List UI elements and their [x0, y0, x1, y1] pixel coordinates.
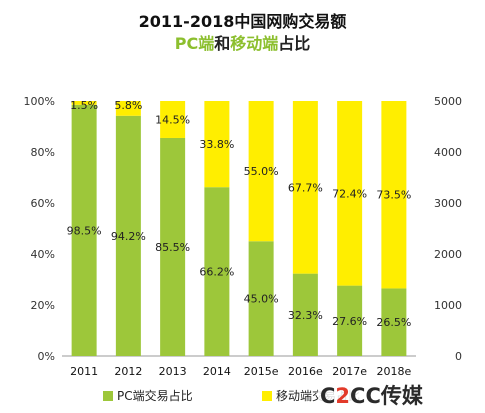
x-tick-label: 2013 [159, 365, 187, 378]
y-right-tick-label: 5000 [434, 95, 462, 108]
data-label-pc: 98.5% [67, 224, 102, 237]
bar-mobile-2016e [292, 101, 318, 274]
data-label-pc: 32.3% [288, 309, 323, 322]
legend-swatch-mobile [262, 391, 272, 401]
x-tick-label: 2015e [244, 365, 279, 378]
watermark-part-1: 2 [335, 384, 350, 408]
data-label-mobile: 73.5% [376, 189, 411, 202]
subtitle-part-share: 占比 [278, 34, 311, 53]
data-label-pc: 94.2% [111, 230, 146, 243]
data-labels: 98.5% 1.5% 94.2% 5.8% 85.5% 14.5% 66.2% 33.8% 45… [67, 99, 412, 329]
y-left-tick-label: 40% [31, 248, 55, 261]
y-left-tick-label: 0% [38, 350, 55, 363]
data-label-mobile: 55.0% [244, 165, 279, 178]
bar-pc-2016e [292, 273, 318, 356]
chart-title-text: 2011-2018中国网购交易额 [138, 12, 347, 31]
axes: 0% 20% 40% 60% 80% 100% 0 1000 2000 3000 4000 5000 2… [24, 95, 462, 378]
x-tick-label: 2011 [70, 365, 98, 378]
data-label-pc: 85.5% [155, 241, 190, 254]
subtitle-part-and: 和 [214, 34, 231, 53]
bar-mobile-2013 [160, 101, 186, 138]
bar-mobile-2011 [71, 101, 97, 105]
bar-pc-2017e [337, 285, 363, 356]
y-right-tick-label: 4000 [434, 146, 462, 159]
watermark-backdrop [318, 382, 446, 408]
y-left-tick-label: 100% [24, 95, 55, 108]
bar-mobile-2015e [248, 101, 274, 242]
y-left-tick-label: 60% [31, 197, 55, 210]
y-left-tick-label: 80% [31, 146, 55, 159]
bar-pc-2014 [204, 187, 230, 356]
y-right-tick-label: 2000 [434, 248, 462, 261]
bar-mobile-2017e [337, 101, 363, 286]
watermark-part-2: CC [350, 384, 381, 408]
bar-mobile-2014 [204, 101, 230, 188]
x-tick-label: 2014 [203, 365, 231, 378]
data-label-mobile: 5.8% [114, 99, 142, 112]
subtitle-part-mobile: 移动端 [230, 34, 279, 53]
x-tick-label: 2018e [376, 365, 411, 378]
watermark-part-3: 传媒 [380, 384, 424, 408]
y-left-tick-label: 20% [31, 299, 55, 312]
watermark-part-0: C [320, 384, 335, 408]
bar-mobile-2018e [381, 101, 407, 289]
x-tick-label: 2012 [114, 365, 142, 378]
data-label-pc: 66.2% [199, 266, 234, 279]
x-tick-label: 2016e [288, 365, 323, 378]
data-label-mobile: 72.4% [332, 187, 367, 200]
data-label-pc: 45.0% [244, 293, 279, 306]
bar-pc-2013 [160, 137, 186, 356]
data-label-pc: 26.5% [376, 316, 411, 329]
data-label-mobile: 67.7% [288, 181, 323, 194]
watermark-logo: C2CC传媒 [318, 382, 446, 408]
data-label-mobile: 33.8% [199, 138, 234, 151]
y-right-tick-label: 3000 [434, 197, 462, 210]
legend-label-pc: PC端交易占比 [117, 388, 193, 403]
y-right-tick-label: 0 [455, 350, 462, 363]
subtitle-part-pc: PC端 [174, 34, 215, 53]
chart-title: 2011-2018中国网购交易额 [0, 8, 485, 32]
legend-swatch-pc [103, 391, 113, 401]
bar-pc-2015e [248, 241, 274, 356]
watermark-text: C2CC传媒 [320, 384, 424, 408]
chart-subtitle: PC端和移动端占比 [0, 30, 485, 54]
bars [71, 101, 407, 356]
data-label-pc: 27.6% [332, 315, 367, 328]
y-right-tick-label: 1000 [434, 299, 462, 312]
bar-pc-2012 [115, 115, 141, 356]
bar-mobile-2012 [115, 101, 141, 116]
x-tick-label: 2017e [332, 365, 367, 378]
data-label-mobile: 14.5% [155, 113, 190, 126]
bar-pc-2011 [71, 104, 97, 356]
bar-pc-2018e [381, 288, 407, 356]
data-label-mobile: 1.5% [70, 99, 98, 112]
